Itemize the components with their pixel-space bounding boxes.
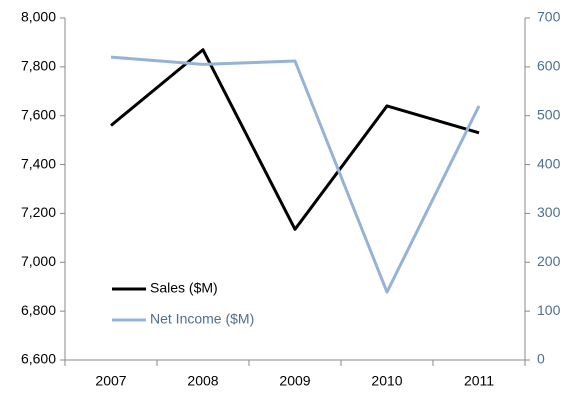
x-tick-label: 2007	[95, 373, 126, 389]
x-tick-label: 2008	[187, 373, 218, 389]
y-tick-label: 6,600	[21, 351, 56, 367]
y2-tick-label: 200	[537, 253, 561, 269]
x-tick-label: 2009	[279, 373, 310, 389]
y2-tick-label: 100	[537, 302, 561, 318]
legend-label: Net Income ($M)	[150, 311, 254, 327]
y-tick-label: 6,800	[21, 302, 56, 318]
y-tick-label: 7,000	[21, 253, 56, 269]
y2-tick-label: 400	[537, 155, 561, 171]
y-tick-label: 7,400	[21, 155, 56, 171]
legend-label: Sales ($M)	[150, 280, 218, 296]
y-tick-label: 7,800	[21, 58, 56, 74]
y-tick-label: 7,200	[21, 204, 56, 220]
y2-tick-label: 500	[537, 106, 561, 122]
y2-tick-label: 600	[537, 58, 561, 74]
y2-tick-label: 300	[537, 204, 561, 220]
y-tick-label: 8,000	[21, 9, 56, 25]
y2-tick-label: 700	[537, 9, 561, 25]
x-tick-label: 2010	[371, 373, 402, 389]
x-tick-label: 2011	[464, 373, 494, 389]
series-line	[110, 55, 481, 294]
y-tick-label: 7,600	[21, 106, 56, 122]
series-line	[110, 48, 480, 231]
y2-tick-label: 0	[537, 351, 545, 367]
